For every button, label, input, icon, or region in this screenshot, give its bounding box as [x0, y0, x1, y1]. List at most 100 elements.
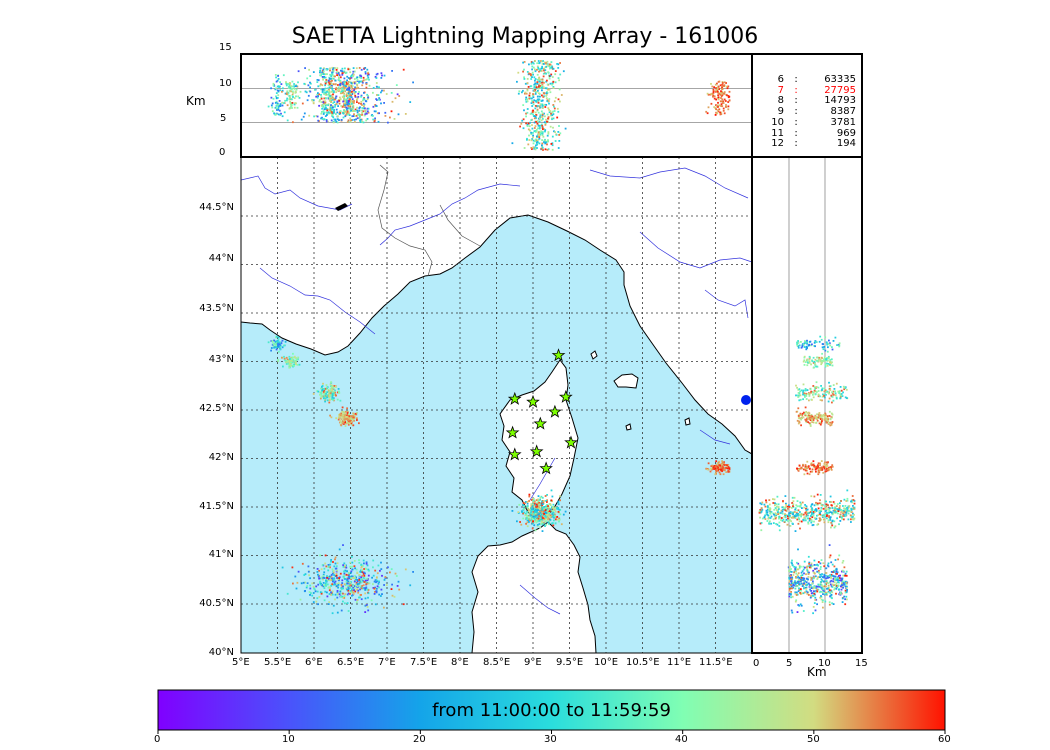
altitude-point-lat [820, 509, 823, 512]
altitude-point-lon [522, 127, 525, 130]
lightning-point [318, 596, 321, 598]
altitude-point-lat [760, 510, 763, 513]
lon-tick-11: 11°E [667, 657, 692, 668]
lightning-point [712, 466, 715, 469]
altitude-point-lon [330, 90, 333, 93]
lightning-point [336, 562, 339, 565]
stat-value: 194 [836, 138, 856, 150]
altitude-point-lat [788, 589, 791, 592]
lightning-point [365, 568, 368, 570]
altitude-point-lat [821, 399, 823, 402]
altitude-point-lon [380, 72, 383, 75]
altitude-point-lat [792, 511, 795, 514]
altitude-point-lon [546, 83, 549, 86]
altitude-point-lat [812, 587, 815, 590]
lightning-point [725, 471, 728, 473]
altitude-point-lat [819, 467, 822, 469]
altitude-point-lat [822, 348, 825, 351]
altitude-point-lat [807, 594, 810, 596]
stat-key: 10 [771, 116, 784, 128]
altitude-point-lon [528, 139, 531, 141]
lightning-point [536, 520, 539, 523]
lightning-point [350, 420, 353, 423]
altitude-point-lat [839, 593, 841, 595]
altitude-point-lat [838, 344, 841, 347]
lightning-point [315, 585, 318, 588]
altitude-point-lat [797, 575, 800, 578]
lightning-point [311, 594, 314, 597]
altitude-point-lon [323, 76, 326, 79]
lightning-point [345, 422, 347, 425]
altitude-point-lat [812, 464, 815, 466]
altitude-point-lat [797, 417, 800, 419]
altitude-point-lat [802, 464, 804, 467]
lightning-point [537, 498, 539, 501]
lightning-point [334, 583, 337, 586]
lightning-point [539, 507, 541, 510]
altitude-point-lat [760, 503, 763, 506]
lightning-point [711, 464, 714, 467]
altitude-point-lon [333, 110, 335, 113]
lightning-point [552, 511, 555, 514]
altitude-point-lon [517, 71, 520, 74]
altitude-point-lat [802, 513, 805, 516]
lightning-point [532, 500, 534, 502]
lightning-point [287, 363, 290, 366]
altitude-point-lat [828, 515, 830, 517]
lightning-point [525, 505, 528, 508]
altitude-point-lat [823, 359, 826, 362]
lightning-point [404, 568, 407, 571]
altitude-point-lon [537, 68, 540, 70]
altitude-point-lat [791, 576, 794, 579]
altitude-point-lon [344, 111, 346, 114]
altitude-point-lon [542, 72, 545, 75]
altitude-point-lat [808, 562, 810, 565]
altitude-point-lat [819, 499, 821, 502]
lon-tick-6-5: 6.5°E [337, 657, 365, 668]
altitude-point-lon [516, 80, 518, 83]
altitude-point-lon [555, 134, 558, 136]
altitude-point-lat [820, 363, 823, 366]
altitude-point-lat [825, 577, 828, 580]
altitude-point-lon [274, 106, 277, 109]
altitude-point-lat [844, 386, 847, 389]
altitude-point-lon [308, 114, 311, 117]
elba-island [613, 373, 639, 389]
lightning-point [335, 565, 338, 568]
altitude-point-lon [349, 86, 351, 88]
lightning-point [551, 510, 554, 512]
altitude-point-lat [840, 588, 843, 591]
altitude-point-lat [814, 393, 817, 396]
altitude-point-lon [393, 118, 396, 120]
altitude-point-lat [809, 576, 812, 579]
altitude-point-lon [320, 112, 323, 115]
altitude-point-lat [760, 529, 763, 532]
altitude-point-lon [542, 60, 544, 62]
altitude-point-lon [548, 108, 550, 111]
altitude-point-lon [330, 104, 332, 106]
altitude-point-lon [558, 88, 561, 91]
altitude-point-lat [821, 360, 824, 362]
altitude-point-lon [345, 81, 348, 84]
altitude-point-lat [812, 571, 815, 574]
altitude-point-lon [325, 68, 328, 71]
altitude-point-lon [359, 120, 361, 122]
lightning-point [334, 389, 336, 392]
altitude-point-lon [541, 113, 544, 116]
altitude-point-lat [772, 498, 774, 500]
altitude-point-lon [280, 112, 282, 115]
altitude-point-lon [281, 115, 284, 118]
altitude-point-lon [275, 87, 277, 90]
altitude-point-lon [538, 84, 540, 87]
altitude-point-lat [804, 464, 807, 466]
lightning-point [289, 358, 291, 360]
altitude-point-lon [558, 140, 561, 142]
altitude-point-lat [801, 501, 804, 504]
altitude-point-lon [542, 75, 545, 78]
altitude-point-lat [818, 502, 821, 505]
altitude-point-lat [804, 465, 807, 468]
lightning-point [336, 596, 339, 599]
altitude-point-lon [543, 103, 546, 106]
altitude-point-lat [784, 507, 786, 510]
altitude-point-lon [541, 94, 543, 97]
